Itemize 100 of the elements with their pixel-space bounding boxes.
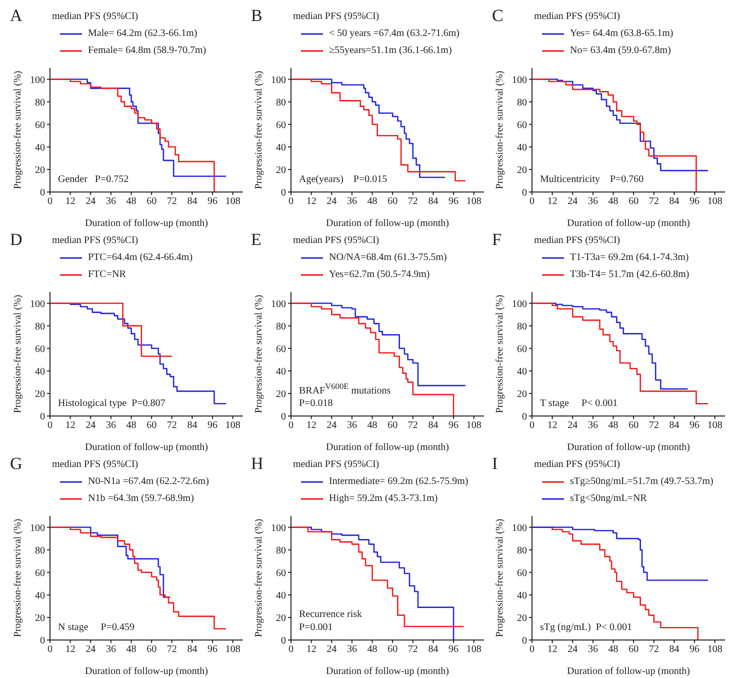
y-axis-title: Progression-free survival (%) [494,70,506,190]
legend-label: Yes= 64.4m (63.8-65.1m) [570,28,674,39]
x-tick-label: 108 [707,196,722,208]
annotation: Recurrence risk [299,608,362,621]
chart-title: I [492,454,498,474]
y-tick-label: 0 [281,412,286,423]
x-tick-label: 96 [690,196,700,208]
y-tick-label: 100 [271,74,286,86]
legend-label: < 50 years =67.4m (63.2-71.6m) [329,28,460,39]
legend-label: FTC=NR [88,269,126,280]
y-tick-label: 60 [35,120,45,131]
x-tick-label: 24 [326,644,337,656]
x-axis-title: Duration of follow-up (month) [566,442,690,453]
y-tick-label: 80 [276,97,286,108]
legend-label: High= 59.2m (45.3-73.1m) [329,493,438,504]
x-axis-title: Duration of follow-up (month) [84,666,208,677]
y-tick-label: 100 [30,522,45,534]
x-tick-label: 36 [588,196,598,208]
y-axis-title: Progression-free survival (%) [12,70,24,190]
legend-label: N1b =64.3m (59.7-68.9m) [88,493,194,504]
legend-label: N0-N1a =67.4m (62.2-72.6m) [88,476,209,487]
y-tick-label: 0 [281,188,286,199]
y-tick-label: 20 [35,165,45,176]
x-tick-label: 12 [306,420,316,432]
x-tick-label: 24 [568,420,578,432]
y-tick-label: 60 [517,568,527,579]
x-axis-title: Duration of follow-up (month) [84,218,208,229]
y-tick-label: 40 [35,366,45,378]
x-tick-label: 12 [547,196,558,208]
x-tick-label: 24 [86,196,96,208]
x-tick-label: 108 [225,196,240,208]
y-tick-label: 40 [276,366,286,378]
chart-subtitle: median PFS (95%CI) [293,459,380,470]
x-tick-label: 0 [530,644,534,656]
legend-label: Intermediate= 69.2m (62.5-75.9m) [329,476,468,487]
y-tick-label: 80 [517,97,527,108]
annotation: sTg (ng/mL) P< 0.001 [540,621,632,634]
x-axis-title: Duration of follow-up (month) [566,218,690,229]
y-axis-title: Progression-free survival (%) [494,294,506,414]
x-axis-title: Duration of follow-up (month) [326,666,450,677]
y-tick-label: 20 [517,613,527,624]
y-axis-title: Progression-free survival (%) [12,294,24,414]
x-tick-label: 0 [48,644,52,656]
x-tick-label: 96 [690,420,700,432]
x-tick-label: 72 [648,196,659,208]
x-tick-label: 60 [388,420,398,432]
x-tick-label: 48 [367,420,378,432]
x-tick-label: 0 [530,420,534,432]
chart-title: B [251,6,262,26]
x-tick-label: 96 [208,196,218,208]
x-tick-label: 60 [628,420,639,432]
chart-title: F [492,230,502,250]
x-tick-label: 84 [187,420,198,432]
x-tick-label: 36 [106,420,116,432]
y-tick-label: 80 [276,321,286,332]
x-tick-label: 84 [669,420,680,432]
annotation: N stage P=0.459 [58,621,134,634]
x-tick-label: 72 [408,196,418,208]
x-tick-label: 72 [408,420,418,432]
x-tick-label: 108 [707,420,722,432]
legend-label: sTg<50ng/mL=NR [570,493,647,504]
x-tick-label: 12 [547,644,558,656]
x-axis-title: Duration of follow-up (month) [84,442,208,453]
chart-title: H [251,454,264,474]
x-tick-label: 12 [65,196,76,208]
y-tick-label: 80 [35,545,45,556]
annotation: Gender P=0.752 [58,173,129,186]
x-tick-label: 96 [208,644,218,656]
y-tick-label: 60 [276,568,286,579]
x-tick-label: 24 [326,420,337,432]
x-tick-label: 108 [707,644,722,656]
y-tick-label: 0 [522,412,527,423]
y-tick-label: 0 [522,636,527,647]
x-axis-title: Duration of follow-up (month) [326,442,450,453]
y-tick-label: 40 [517,590,527,602]
legend-label: NO/NA=68.4m (61.3-75.5m) [329,252,447,263]
y-tick-label: 80 [517,321,527,332]
x-tick-label: 48 [608,420,618,432]
y-tick-label: 100 [30,74,45,86]
x-tick-label: 108 [225,644,240,656]
y-tick-label: 60 [35,568,45,579]
x-tick-label: 84 [669,196,680,208]
y-tick-label: 20 [517,165,527,176]
x-tick-label: 84 [428,644,438,656]
y-tick-label: 60 [276,120,286,131]
chart-subtitle: median PFS (95%CI) [52,11,138,22]
x-tick-label: 108 [466,644,482,656]
legend-label: Male= 64.2m (62.3-66.1m) [88,28,198,39]
x-tick-label: 36 [588,644,598,656]
y-tick-label: 40 [276,590,286,602]
y-tick-label: 40 [35,142,45,154]
chart-subtitle: median PFS (95%CI) [52,459,138,470]
x-axis-title: Duration of follow-up (month) [566,666,690,677]
x-tick-label: 84 [428,196,438,208]
y-tick-label: 0 [281,636,286,647]
y-tick-label: 100 [512,298,527,310]
y-axis-title: Progression-free survival (%) [253,70,264,190]
x-tick-label: 36 [346,644,357,656]
x-tick-label: 0 [288,196,294,208]
x-tick-label: 48 [126,644,136,656]
